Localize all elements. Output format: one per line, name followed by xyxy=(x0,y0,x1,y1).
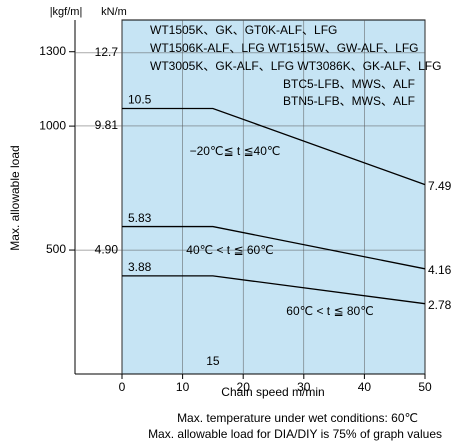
y2-tick-label: 1000 xyxy=(39,118,66,132)
series-line xyxy=(122,225,426,270)
series-line xyxy=(122,107,426,186)
series-label: 40℃ < t ≦ 60℃ xyxy=(186,243,273,257)
y-unit: kN/m xyxy=(101,6,127,18)
model-list: WT1506K-ALF、LFG WT1515W、GW-ALF、LFG xyxy=(150,41,419,55)
y2-tick-label: 500 xyxy=(46,242,66,256)
model-list: BTN5-LFB、MWS、ALF xyxy=(283,94,415,108)
value-label: 7.49 xyxy=(428,179,452,193)
y-tick-label: 9.81 xyxy=(95,118,119,132)
x-tick-label: 30 xyxy=(297,380,311,394)
x-annotation: 15 xyxy=(206,354,220,368)
y2-unit: |kgf/m| xyxy=(50,6,83,18)
y2-tick-label: 1300 xyxy=(39,44,66,58)
x-tick-label: 10 xyxy=(176,380,190,394)
model-list: WT3005K、GK-ALF、LFG WT3086K、GK-ALF、LFG xyxy=(150,59,441,73)
value-label: 3.88 xyxy=(128,260,152,274)
y-axis-title: Max. allowable load xyxy=(8,145,22,250)
value-label: 4.16 xyxy=(428,263,452,277)
x-axis-title: Chain speed m/min xyxy=(221,385,324,399)
series-label: 60℃ < t ≦ 80℃ xyxy=(286,304,373,318)
y-tick-label: 12.7 xyxy=(95,45,119,59)
x-tick-label: 0 xyxy=(119,380,126,394)
value-label: 5.83 xyxy=(128,211,152,225)
series-line xyxy=(122,275,426,305)
value-label: 2.78 xyxy=(428,298,452,312)
series-label: −20℃≦ t ≦40℃ xyxy=(190,144,281,158)
x-tick-label: 50 xyxy=(418,380,432,394)
y-tick-label: 4.90 xyxy=(95,242,119,256)
note: Max. allowable load for DIA/DIY is 75% o… xyxy=(148,427,442,441)
value-label: 10.5 xyxy=(128,93,152,107)
model-list: WT1505K、GK、GT0K-ALF、LFG xyxy=(150,23,337,37)
model-list: BTC5-LFB、MWS、ALF xyxy=(283,77,415,91)
x-tick-label: 20 xyxy=(237,380,251,394)
x-tick-label: 40 xyxy=(358,380,372,394)
note: Max. temperature under wet conditions: 6… xyxy=(177,411,418,425)
